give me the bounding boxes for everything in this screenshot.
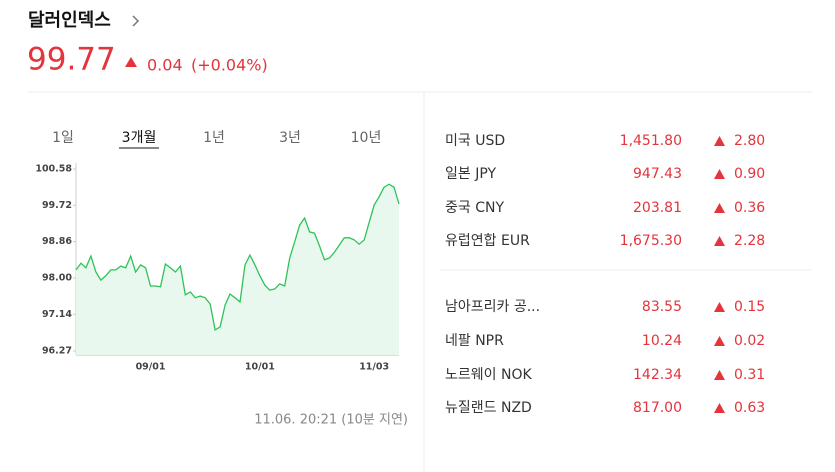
- currency-name[interactable]: 미국 USD: [445, 133, 505, 149]
- currency-price: 10.24: [642, 333, 682, 349]
- tab[interactable]: 3년: [279, 130, 301, 146]
- currency-price: 1,451.80: [620, 133, 682, 149]
- currency-price: 947.43: [633, 166, 682, 182]
- currency-name[interactable]: 유럽연합 EUR: [445, 233, 530, 249]
- currency-name[interactable]: 네팔 NPR: [445, 333, 504, 349]
- x-tick-label: 10/01: [245, 362, 275, 373]
- y-tick-label: 99.72: [42, 200, 72, 211]
- up-icon: [714, 336, 725, 346]
- line: [75, 183, 400, 331]
- currency-name[interactable]: 뉴질랜드 NZD: [445, 400, 532, 416]
- y-tick-label: 98.00: [42, 272, 72, 283]
- currency-price: 817.00: [633, 400, 682, 416]
- y-tick-label: 97.14: [42, 309, 72, 320]
- currency-name[interactable]: 일본 JPY: [445, 166, 496, 182]
- up-icon: [714, 169, 725, 179]
- title[interactable]: 달러인덱스: [28, 10, 111, 31]
- up-icon: [714, 302, 725, 312]
- y-tick-label: 98.86: [42, 236, 72, 247]
- tab[interactable]: 3개월: [122, 130, 157, 146]
- up-icon: [714, 370, 725, 380]
- currency-price: 83.55: [642, 299, 682, 315]
- x-tick-label: 09/01: [136, 362, 166, 373]
- currency-change: 0.90: [734, 166, 765, 182]
- currency-price: 1,675.30: [620, 233, 682, 249]
- currency-change: 0.63: [734, 400, 765, 416]
- y-tick-label: 100.58: [35, 164, 72, 175]
- currency-change: 0.36: [734, 200, 765, 216]
- tab[interactable]: 1년: [203, 130, 225, 146]
- currency-name[interactable]: 노르웨이 NOK: [445, 367, 532, 383]
- up-icon: [714, 136, 725, 146]
- tab[interactable]: 10년: [351, 130, 382, 146]
- currency-change: 0.02: [734, 333, 765, 349]
- currency-name[interactable]: 중국 CNY: [445, 200, 504, 216]
- area: [76, 184, 399, 355]
- currency-price: 142.34: [633, 367, 682, 383]
- currency-change: 2.28: [734, 233, 765, 249]
- timestamp: 11.06. 20:21 (10분 지연): [254, 413, 408, 428]
- currency-change: 0.31: [734, 367, 765, 383]
- currency-price: 203.81: [633, 200, 682, 216]
- change-pct: (+0.04%): [191, 56, 268, 75]
- y-tick-label: 96.27: [42, 346, 72, 357]
- price: 99.77: [27, 42, 116, 78]
- change: 0.04: [147, 56, 183, 75]
- x-tick-label: 11/03: [359, 362, 389, 373]
- currency-change: 2.80: [734, 133, 765, 149]
- up-icon: [125, 57, 137, 67]
- up-icon: [714, 236, 725, 246]
- up-icon: [714, 403, 725, 413]
- currency-change: 0.15: [734, 299, 765, 315]
- tab[interactable]: 1일: [52, 130, 74, 146]
- currency-name[interactable]: 남아프리카 공...: [445, 299, 540, 315]
- chevron[interactable]: [132, 15, 140, 27]
- up-icon: [714, 203, 725, 213]
